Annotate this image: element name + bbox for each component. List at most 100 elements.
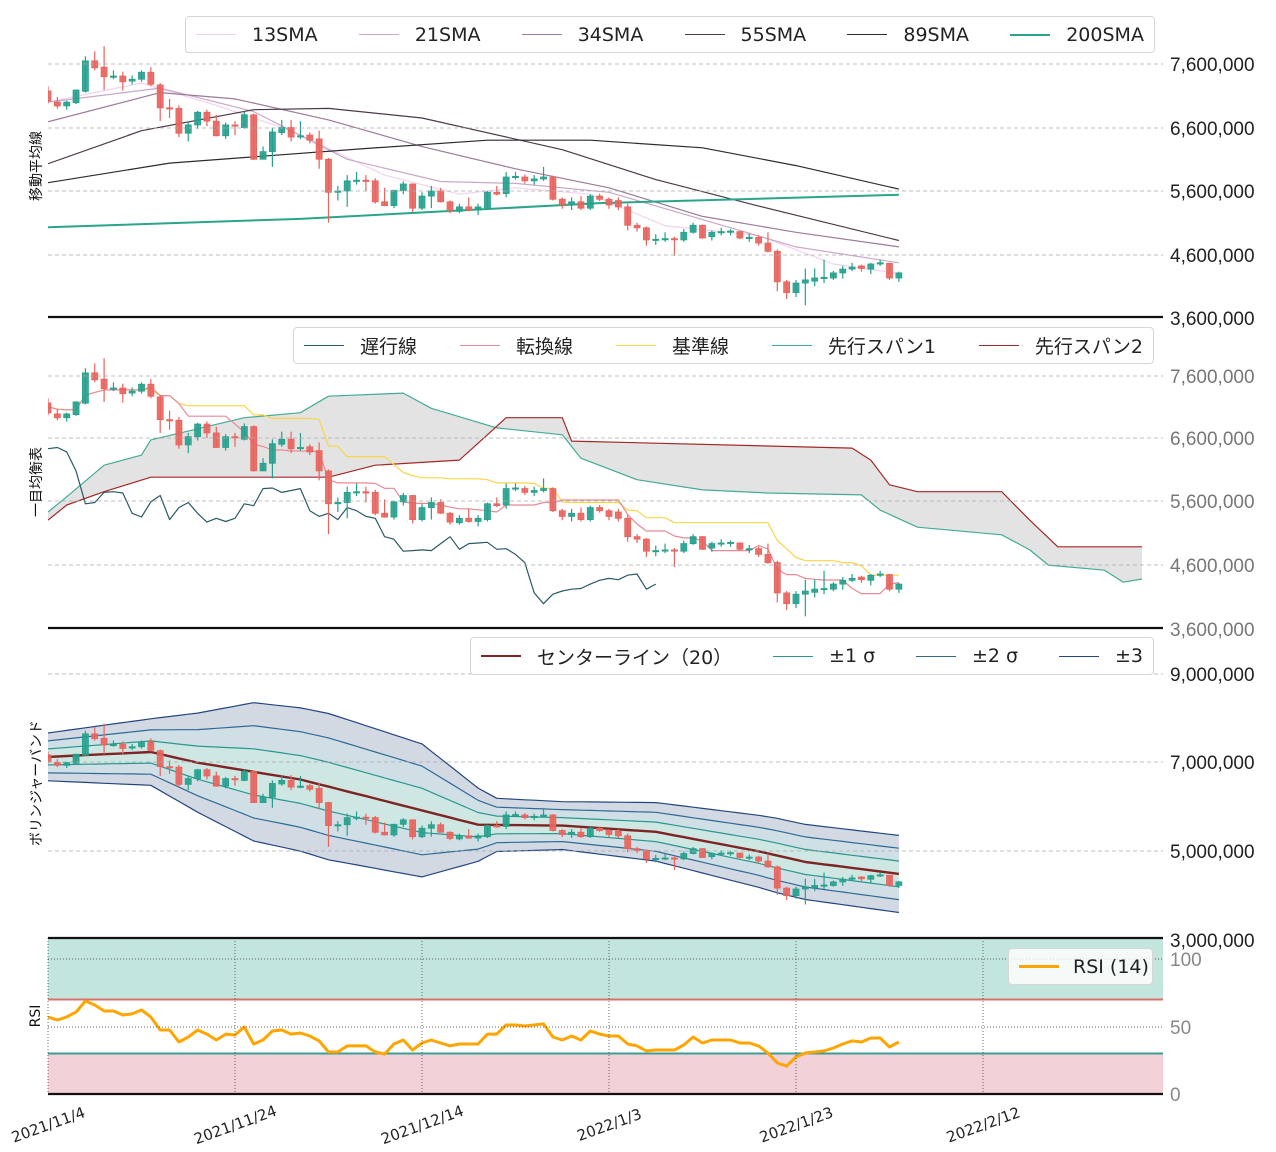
candle-body [427,190,435,197]
candle [175,764,183,788]
candle [110,382,117,392]
candle-body [484,503,491,520]
candle-body [512,175,519,178]
candle-body [493,191,501,195]
candle [381,187,389,207]
candle-body [801,279,809,284]
candle-body [315,450,323,472]
candle [110,70,117,80]
candle [558,197,566,209]
candle [689,222,697,234]
candle [699,536,706,550]
candle [717,227,725,236]
legend-label: 遅行線 [360,336,418,358]
candle [521,174,529,184]
candle-body [212,120,220,137]
candle-body [222,436,230,448]
candle [250,770,258,804]
candle [493,497,501,507]
band-minus-1-sigma [48,762,899,888]
candle [72,753,80,764]
candle-body [624,835,632,850]
candle [48,398,52,416]
candle-body [119,75,127,83]
candle [306,444,314,456]
legend-swatch [773,655,814,657]
candle [268,439,276,479]
candle-body [287,779,295,788]
candle [530,175,538,185]
y-tick-label: 5,600,000 [1170,182,1255,203]
candle-body [175,766,183,785]
candle [671,548,678,568]
candle-body [820,884,828,887]
candle [110,740,117,747]
candle [437,499,445,514]
candle [184,432,192,454]
candle-body [138,741,145,748]
candle [755,855,762,863]
candle-body [493,503,501,507]
candle-body [801,590,809,595]
candle [671,856,678,870]
candle-body [63,413,71,419]
candle-body [156,84,164,109]
candle [867,874,875,883]
band-plus-3-sigma [48,702,899,836]
chikou-line [48,446,657,605]
candle [820,259,828,284]
candle-body [811,885,819,889]
candle-body [848,877,856,880]
candle [764,853,772,868]
legend-label: 89SMA [903,23,970,46]
candle [418,192,426,211]
panel-4-plot [48,938,1163,1094]
legend-swatch [684,34,725,35]
candle-body [72,753,80,764]
candle [502,171,510,198]
candle [586,826,594,839]
candle-body [315,138,323,160]
candle [745,544,753,554]
candle [455,203,463,214]
candle [334,497,342,512]
candle [82,56,89,93]
candle [343,175,351,207]
panel-3: 9,000,000 7,000,000 5,000,000 3,000,000 [48,665,1255,952]
legend-swatch [196,34,236,35]
candle [325,469,332,535]
candle [596,826,604,832]
candle-body [138,383,145,392]
candle [624,515,632,542]
senkou-span-2-line [48,417,1142,548]
candle-body [343,491,351,503]
candle [512,811,519,817]
candle-body [521,176,529,182]
candle [297,121,304,139]
candle [558,829,566,838]
candle [353,483,360,497]
candle-body [586,507,594,520]
candle-body [586,195,594,209]
candle [671,236,678,256]
candle [353,171,360,185]
candle-body [727,852,734,855]
candle [643,226,650,246]
candle [222,434,230,451]
candle [371,489,379,516]
candle-body [362,491,370,494]
candle-body [147,741,155,751]
candle-body [259,462,267,472]
candle [315,442,323,481]
candle-body [250,771,258,803]
candle [474,833,482,842]
candle [549,487,557,512]
candle [755,235,762,246]
candle [315,782,323,810]
panel-2: 7,600,000 6,600,000 5,600,000 4,600,000 3,60… [48,358,1255,641]
candle [811,268,819,287]
candle-body [91,733,99,740]
candle [792,591,800,609]
candle [736,852,744,859]
